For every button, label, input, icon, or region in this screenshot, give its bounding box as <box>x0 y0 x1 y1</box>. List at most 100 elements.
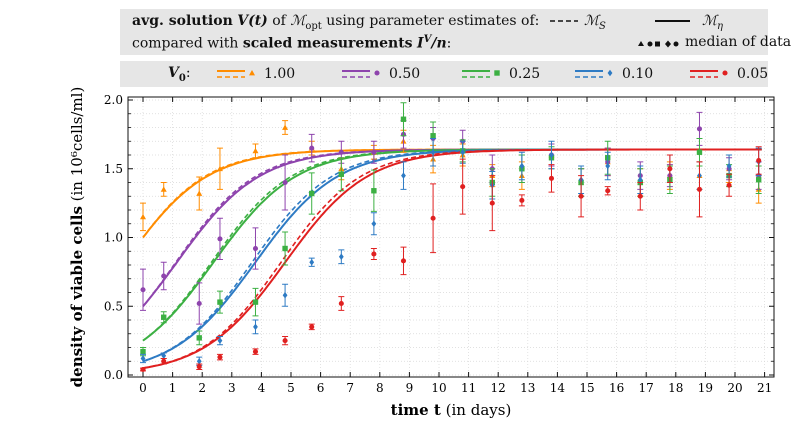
square-marker <box>494 70 500 76</box>
triangle-marker <box>249 70 255 76</box>
legend-meas-div: /n <box>431 35 447 52</box>
v0-symbol: V <box>168 65 179 81</box>
ms-symbol: ℳ <box>584 13 599 29</box>
x-tick-label: 20 <box>727 381 742 395</box>
data-point <box>196 282 203 325</box>
data-point <box>308 172 315 215</box>
x-axis-label: time t (in days) <box>391 401 512 419</box>
data-point <box>196 176 203 211</box>
data-point <box>666 154 673 183</box>
circle-marker <box>217 354 223 360</box>
square-marker <box>371 188 377 194</box>
x-tick-label: 17 <box>639 381 654 395</box>
data-point <box>252 287 259 317</box>
x-tick-label: 12 <box>491 381 506 395</box>
x-tick-label: 15 <box>579 381 594 395</box>
legend-line-2: compared with scaled measurements IV/n: <box>132 34 451 52</box>
circle-marker <box>667 166 673 172</box>
x-tick-label: 18 <box>668 381 683 395</box>
data-point <box>308 257 315 267</box>
data-point <box>282 283 289 307</box>
x-tick-label: 1 <box>169 381 177 395</box>
circle-marker <box>161 273 167 279</box>
diamond-marker <box>217 337 223 344</box>
circle-marker <box>374 70 380 76</box>
x-tick-label: 6 <box>317 381 325 395</box>
square-marker <box>161 314 167 320</box>
circle-marker <box>756 157 762 164</box>
y-tick-label: 2.0 <box>104 93 123 107</box>
circle-marker <box>196 300 202 307</box>
v0-legend-swatch <box>217 70 255 78</box>
diamond-marker <box>282 291 288 299</box>
data-point <box>140 366 146 373</box>
triangle-marker <box>196 190 203 196</box>
v0-legend-item: 0.05 <box>688 65 768 83</box>
circle-marker <box>217 236 223 242</box>
circle-marker <box>400 258 407 264</box>
legend-initial-values: V0: 1.00 0.50 0.25 0.10 0.05 <box>120 61 768 87</box>
data-point <box>370 212 377 236</box>
square-marker <box>400 116 407 122</box>
data-point <box>400 161 407 190</box>
data-point <box>216 290 223 314</box>
data-point <box>196 363 203 370</box>
diamond-marker <box>726 162 732 170</box>
data-point <box>216 147 223 190</box>
data-point <box>518 194 525 207</box>
data-point <box>160 182 167 197</box>
median-markers-sample <box>638 40 679 48</box>
circle-marker <box>637 193 643 199</box>
x-tick-label: 14 <box>550 381 566 395</box>
x-tick-label: 19 <box>698 381 713 395</box>
circle-marker <box>548 175 555 181</box>
diamond-marker <box>161 352 167 360</box>
data-point <box>338 249 345 265</box>
v0-colon: : <box>185 65 191 81</box>
x-axis-label-rest: (in days) <box>446 401 512 419</box>
diamond-marker <box>309 258 315 266</box>
square-marker <box>696 149 703 155</box>
data-point <box>160 311 167 324</box>
data-point <box>459 158 466 215</box>
y-tick-label: 1.0 <box>104 231 123 245</box>
circle-marker <box>338 300 344 307</box>
square-marker <box>196 335 202 341</box>
data-point <box>308 323 315 331</box>
circle-marker <box>282 179 288 186</box>
v0-legend-label: 0.05 <box>737 66 769 82</box>
circle-marker <box>696 186 703 192</box>
diamond-marker <box>460 148 466 156</box>
y-axis-label: density of viable cells (in 10⁶cells/ml) <box>68 87 86 388</box>
circle-marker <box>578 193 584 199</box>
circle-marker <box>282 338 288 344</box>
triangle-marker <box>282 124 289 130</box>
data-point <box>252 143 259 159</box>
legend-ms-label: ℳS <box>584 13 606 32</box>
square-marker <box>252 299 259 305</box>
circle-marker <box>161 358 167 364</box>
data-point <box>338 296 345 311</box>
data-point <box>696 161 703 218</box>
x-tick-label: 16 <box>609 381 624 395</box>
data-point <box>216 336 223 346</box>
x-tick-label: 8 <box>376 381 384 395</box>
diamond-marker <box>430 148 436 156</box>
legend-line1-rest: using parameter estimates of: <box>326 13 540 29</box>
circle-marker <box>489 200 495 206</box>
x-tick-label: 10 <box>431 381 446 395</box>
x-tick-label: 7 <box>346 381 354 395</box>
v0-legend-item: 1.00 <box>215 65 295 83</box>
y-axis-ticks: 0.0 0.5 1.0 1.5 2.0 <box>104 93 774 382</box>
data-point <box>160 358 167 365</box>
circle-marker <box>726 182 732 188</box>
v0-legend-label: 1.00 <box>264 66 296 82</box>
data-point <box>400 102 407 137</box>
data-point <box>489 175 496 232</box>
data-point <box>308 133 315 163</box>
circle-marker <box>252 349 259 355</box>
y-axis-label-bold: density of viable cells <box>68 206 86 387</box>
x-tick-label: 5 <box>287 381 295 395</box>
square-marker <box>282 245 288 252</box>
circle-marker <box>309 145 315 151</box>
